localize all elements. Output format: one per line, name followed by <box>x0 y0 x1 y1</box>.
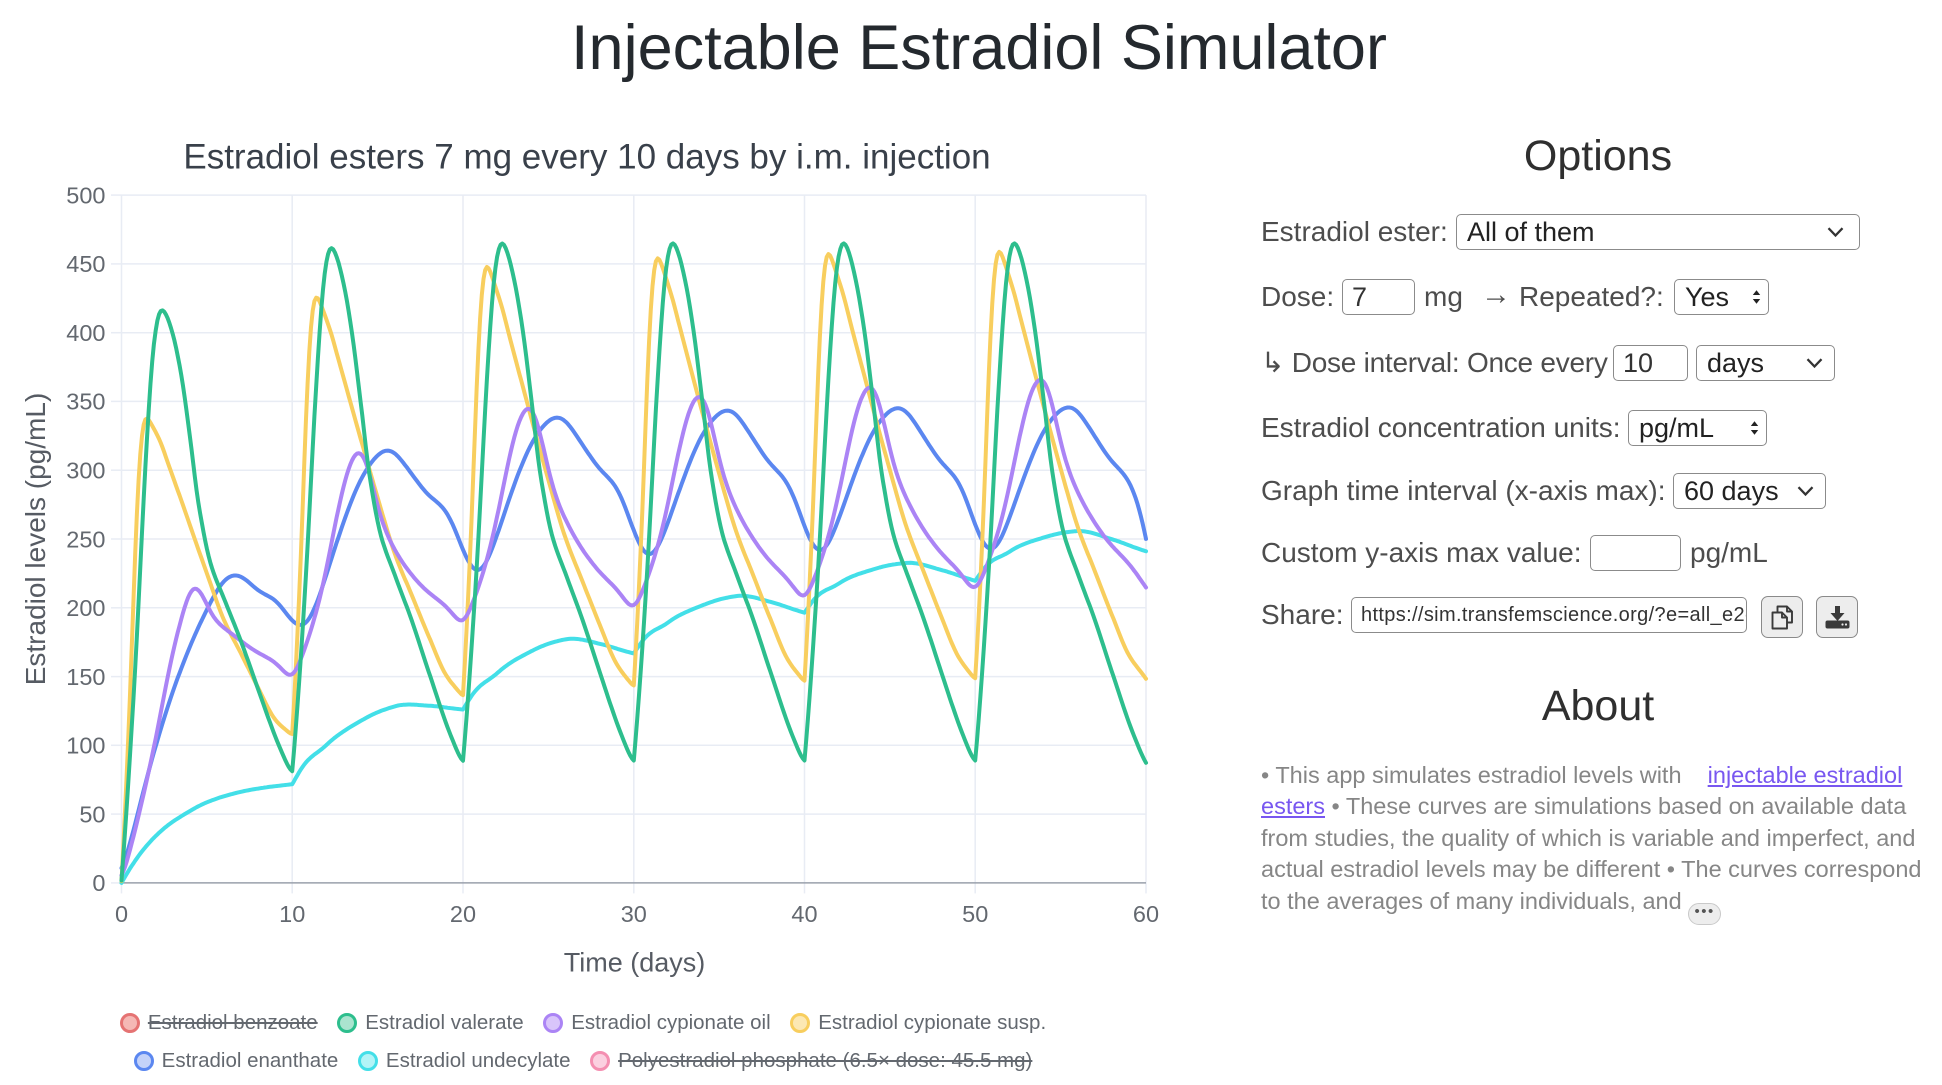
svg-text:150: 150 <box>66 664 105 690</box>
svg-text:100: 100 <box>66 733 105 759</box>
svg-text:0: 0 <box>115 901 128 927</box>
svg-text:20: 20 <box>450 901 476 927</box>
svg-text:Time (days): Time (days) <box>564 948 706 978</box>
svg-text:300: 300 <box>66 458 105 484</box>
svg-text:Estradiol levels (pg/mL): Estradiol levels (pg/mL) <box>20 393 51 686</box>
svg-text:50: 50 <box>79 801 105 827</box>
svg-text:350: 350 <box>66 389 105 415</box>
svg-text:250: 250 <box>66 526 105 552</box>
svg-text:500: 500 <box>66 182 105 208</box>
svg-text:50: 50 <box>962 901 988 927</box>
svg-text:40: 40 <box>791 901 817 927</box>
svg-text:450: 450 <box>66 251 105 277</box>
svg-text:60: 60 <box>1133 901 1159 927</box>
svg-text:0: 0 <box>92 870 105 896</box>
svg-text:200: 200 <box>66 595 105 621</box>
svg-text:Estradiol esters 7 mg every 10: Estradiol esters 7 mg every 10 days by i… <box>183 138 990 177</box>
svg-text:30: 30 <box>621 901 647 927</box>
svg-text:10: 10 <box>279 901 305 927</box>
svg-text:400: 400 <box>66 320 105 346</box>
